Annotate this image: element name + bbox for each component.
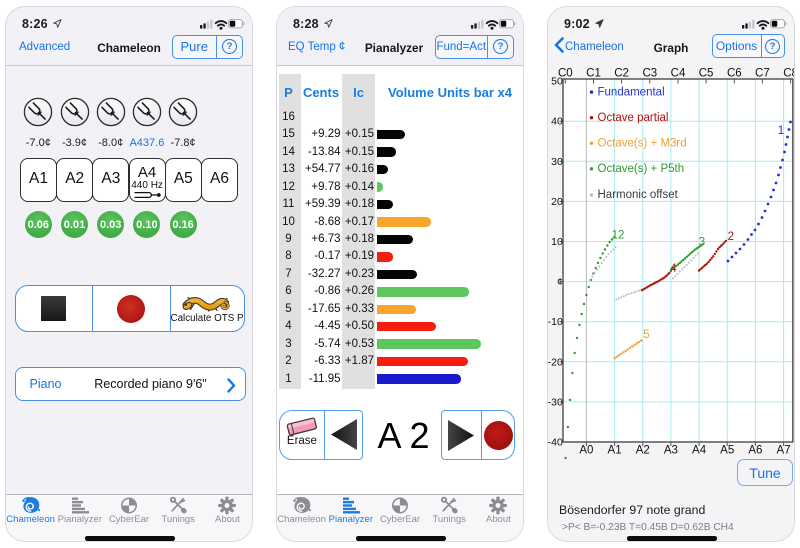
svg-text:3: 3 xyxy=(699,236,705,248)
svg-text:A4: A4 xyxy=(692,445,707,457)
svg-text:A0: A0 xyxy=(579,445,593,457)
svg-text:C8: C8 xyxy=(783,68,795,80)
svg-text:Harmonic offset: Harmonic offset xyxy=(598,189,679,201)
svg-text:1: 1 xyxy=(778,125,784,137)
svg-text:-40: -40 xyxy=(548,437,563,449)
svg-text:20: 20 xyxy=(551,196,563,208)
svg-text:C5: C5 xyxy=(699,68,714,80)
svg-text:50: 50 xyxy=(551,76,563,88)
svg-text:Fundamental: Fundamental xyxy=(598,86,665,98)
svg-text:C2: C2 xyxy=(614,68,629,80)
svg-text:¢: ¢ xyxy=(557,276,563,288)
svg-text:A5: A5 xyxy=(720,445,734,457)
svg-text:Octave(s) + P5th: Octave(s) + P5th xyxy=(598,163,685,175)
svg-text:-10: -10 xyxy=(548,316,563,328)
svg-text:A6: A6 xyxy=(748,445,762,457)
svg-text:10: 10 xyxy=(551,236,563,248)
svg-text:30: 30 xyxy=(551,156,563,168)
svg-text:C4: C4 xyxy=(671,68,686,80)
svg-text:40: 40 xyxy=(551,116,563,128)
svg-text:Octave partial: Octave partial xyxy=(598,112,669,124)
svg-text:C3: C3 xyxy=(642,68,657,80)
svg-text:4: 4 xyxy=(670,263,677,275)
svg-text:C1: C1 xyxy=(586,68,601,80)
svg-text:-20: -20 xyxy=(548,356,563,368)
svg-text:Octave(s) + M3rd: Octave(s) + M3rd xyxy=(598,137,687,149)
svg-text:C6: C6 xyxy=(727,68,742,80)
svg-text:12: 12 xyxy=(612,230,625,242)
svg-text:A7: A7 xyxy=(777,445,791,457)
svg-text:-30: -30 xyxy=(548,396,563,408)
svg-text:C7: C7 xyxy=(755,68,770,80)
svg-text:A1: A1 xyxy=(608,445,622,457)
svg-text:5: 5 xyxy=(643,329,649,341)
svg-text:A2: A2 xyxy=(636,445,650,457)
svg-text:2: 2 xyxy=(728,231,734,243)
svg-text:C0: C0 xyxy=(558,68,573,80)
svg-text:A3: A3 xyxy=(664,445,678,457)
